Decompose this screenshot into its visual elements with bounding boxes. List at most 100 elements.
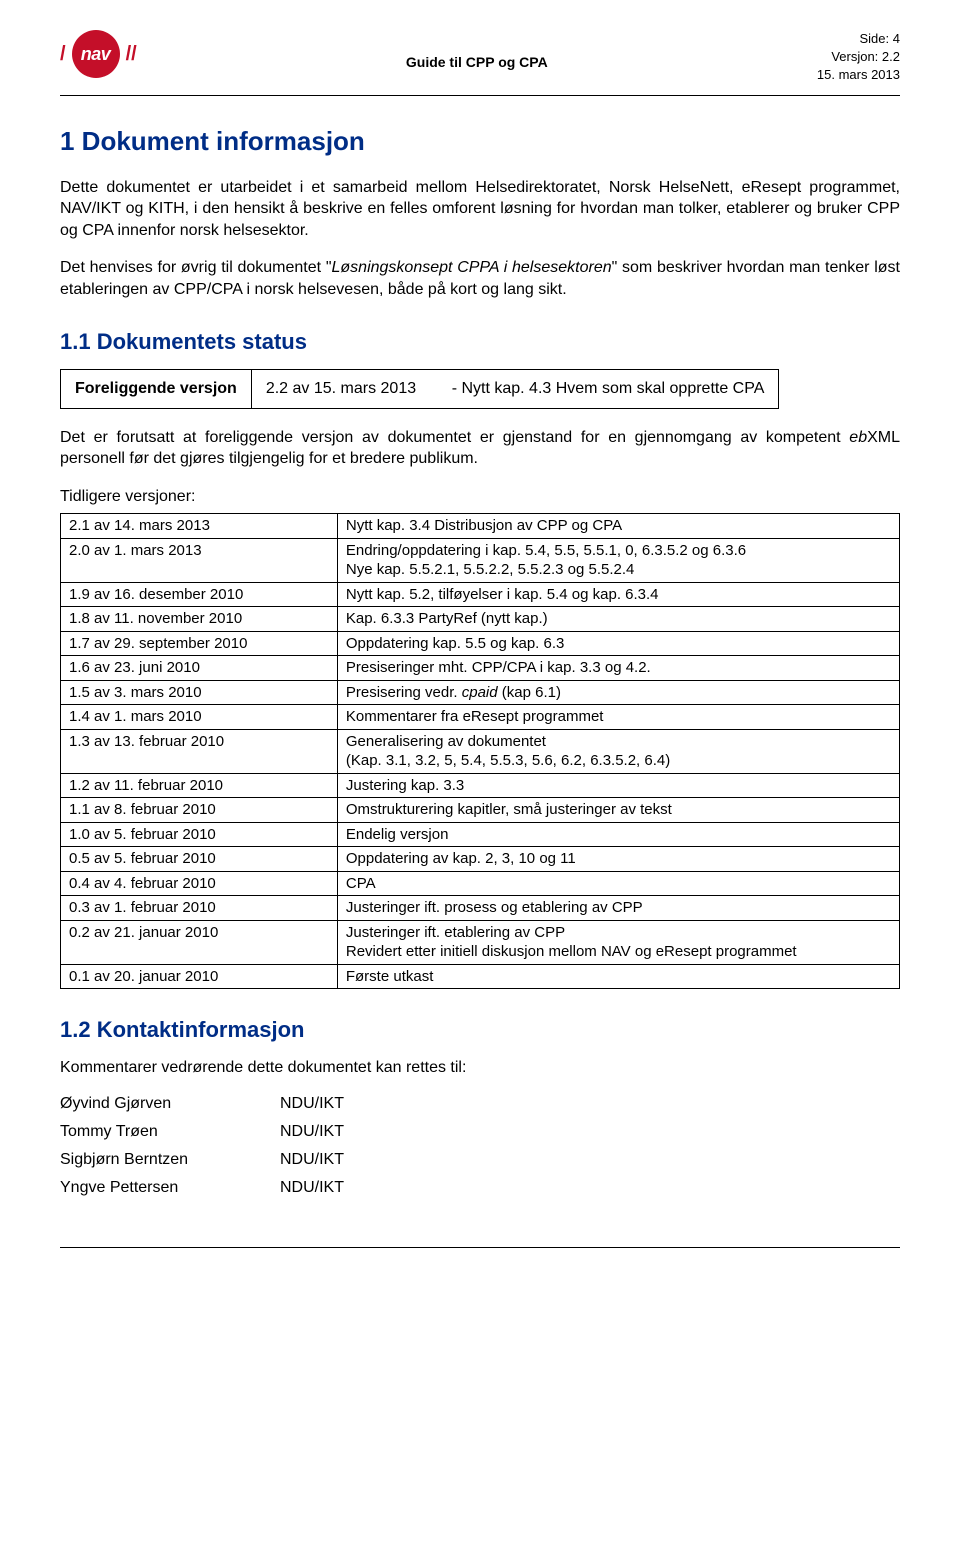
section-1-para-1: Dette dokumentet er utarbeidet i et sama…	[60, 177, 900, 242]
logo-slash-left: /	[60, 43, 66, 66]
contact-row: Sigbjørn BerntzenNDU/IKT	[60, 1151, 900, 1169]
current-version-label: Foreliggende versjon	[61, 369, 252, 408]
table-row: 0.3 av 1. februar 2010Justeringer ift. p…	[61, 896, 900, 921]
version-cell: 1.1 av 8. februar 2010	[61, 798, 338, 823]
description-cell: Oppdatering av kap. 2, 3, 10 og 11	[337, 847, 899, 872]
contact-row: Yngve PettersenNDU/IKT	[60, 1179, 900, 1197]
current-version-note: - Nytt kap. 4.3 Hvem som skal opprette C…	[452, 380, 765, 397]
header-meta: Side: 4 Versjon: 2.2 15. mars 2013	[817, 30, 900, 85]
current-version-value: 2.2 av 15. mars 2013	[266, 380, 416, 397]
header-version-label: Versjon:	[831, 49, 878, 64]
p-italic: eb	[849, 429, 867, 446]
description-cell: CPA	[337, 871, 899, 896]
description-cell: Nytt kap. 3.4 Distribusjon av CPP og CPA	[337, 514, 899, 539]
section-1-1-para: Det er forutsatt at foreliggende versjon…	[60, 427, 900, 470]
para2-prefix: Det henvises for øvrig til dokumentet "	[60, 259, 332, 276]
version-cell: 2.0 av 1. mars 2013	[61, 538, 338, 582]
version-cell: 1.8 av 11. november 2010	[61, 607, 338, 632]
contacts-list: Øyvind GjørvenNDU/IKTTommy TrøenNDU/IKTS…	[60, 1095, 900, 1197]
description-cell: Omstrukturering kapitler, små justeringe…	[337, 798, 899, 823]
description-cell: Nytt kap. 5.2, tilføyelser i kap. 5.4 og…	[337, 582, 899, 607]
table-row: 1.5 av 3. mars 2010Presisering vedr. cpa…	[61, 680, 900, 705]
section-1-1-heading: 1.1 Dokumentets status	[60, 329, 900, 355]
header-side: Side: 4	[817, 30, 900, 48]
contact-org: NDU/IKT	[280, 1095, 344, 1113]
section-1-2-heading: 1.2 Kontaktinformasjon	[60, 1017, 900, 1043]
page-header: / nav // Guide til CPP og CPA Side: 4 Ve…	[60, 30, 900, 85]
description-cell: Justering kap. 3.3	[337, 773, 899, 798]
description-cell: Kommentarer fra eResept programmet	[337, 705, 899, 730]
header-date: 15. mars 2013	[817, 66, 900, 84]
header-side-value: 4	[893, 31, 900, 46]
version-cell: 0.5 av 5. februar 2010	[61, 847, 338, 872]
version-cell: 2.1 av 14. mars 2013	[61, 514, 338, 539]
description-cell: Presiseringer mht. CPP/CPA i kap. 3.3 og…	[337, 656, 899, 681]
header-version-value: 2.2	[882, 49, 900, 64]
table-row: 0.2 av 21. januar 2010Justeringer ift. e…	[61, 920, 900, 964]
version-cell: 1.6 av 23. juni 2010	[61, 656, 338, 681]
table-row: 1.3 av 13. februar 2010Generalisering av…	[61, 729, 900, 773]
contact-name: Yngve Pettersen	[60, 1179, 280, 1197]
version-history-table: 2.1 av 14. mars 2013Nytt kap. 3.4 Distri…	[60, 513, 900, 989]
header-title: Guide til CPP og CPA	[137, 30, 817, 70]
table-row: 0.1 av 20. januar 2010Første utkast	[61, 964, 900, 989]
contact-intro: Kommentarer vedrørende dette dokumentet …	[60, 1057, 900, 1079]
table-row: 1.9 av 16. desember 2010Nytt kap. 5.2, t…	[61, 582, 900, 607]
table-row: 2.0 av 1. mars 2013Endring/oppdatering i…	[61, 538, 900, 582]
contact-org: NDU/IKT	[280, 1123, 344, 1141]
header-version: Versjon: 2.2	[817, 48, 900, 66]
description-cell: Kap. 6.3.3 PartyRef (nytt kap.)	[337, 607, 899, 632]
contact-name: Tommy Trøen	[60, 1123, 280, 1141]
contact-org: NDU/IKT	[280, 1179, 344, 1197]
header-side-label: Side:	[860, 31, 890, 46]
description-cell: Endring/oppdatering i kap. 5.4, 5.5, 5.5…	[337, 538, 899, 582]
table-row: 1.7 av 29. september 2010Oppdatering kap…	[61, 631, 900, 656]
version-cell: 0.4 av 4. februar 2010	[61, 871, 338, 896]
contact-name: Øyvind Gjørven	[60, 1095, 280, 1113]
table-row: 0.4 av 4. februar 2010CPA	[61, 871, 900, 896]
logo-text: nav	[81, 44, 111, 65]
contact-row: Tommy TrøenNDU/IKT	[60, 1123, 900, 1141]
version-cell: 1.4 av 1. mars 2010	[61, 705, 338, 730]
version-cell: 1.2 av 11. februar 2010	[61, 773, 338, 798]
contact-row: Øyvind GjørvenNDU/IKT	[60, 1095, 900, 1113]
description-cell: Første utkast	[337, 964, 899, 989]
header-divider	[60, 95, 900, 96]
logo: / nav //	[60, 30, 137, 78]
table-row: 0.5 av 5. februar 2010Oppdatering av kap…	[61, 847, 900, 872]
prev-versions-label: Tidligere versjoner:	[60, 486, 900, 508]
description-cell: Justeringer ift. etablering av CPPRevide…	[337, 920, 899, 964]
description-cell: Oppdatering kap. 5.5 og kap. 6.3	[337, 631, 899, 656]
table-row: 1.4 av 1. mars 2010Kommentarer fra eRese…	[61, 705, 900, 730]
current-version-table: Foreliggende versjon 2.2 av 15. mars 201…	[60, 369, 779, 409]
section-1-heading: 1 Dokument informasjon	[60, 126, 900, 157]
table-row: 1.8 av 11. november 2010Kap. 6.3.3 Party…	[61, 607, 900, 632]
version-cell: 0.1 av 20. januar 2010	[61, 964, 338, 989]
description-cell: Presisering vedr. cpaid (kap 6.1)	[337, 680, 899, 705]
para2-italic: Løsningskonsept CPPA i helsesektoren	[332, 259, 612, 276]
table-row: Foreliggende versjon 2.2 av 15. mars 201…	[61, 369, 779, 408]
version-cell: 1.9 av 16. desember 2010	[61, 582, 338, 607]
version-cell: 0.3 av 1. februar 2010	[61, 896, 338, 921]
description-cell: Endelig versjon	[337, 822, 899, 847]
table-row: 1.2 av 11. februar 2010Justering kap. 3.…	[61, 773, 900, 798]
table-row: 1.6 av 23. juni 2010Presiseringer mht. C…	[61, 656, 900, 681]
version-cell: 1.3 av 13. februar 2010	[61, 729, 338, 773]
table-row: 1.1 av 8. februar 2010Omstrukturering ka…	[61, 798, 900, 823]
version-cell: 1.0 av 5. februar 2010	[61, 822, 338, 847]
contact-org: NDU/IKT	[280, 1151, 344, 1169]
p-before: Det er forutsatt at foreliggende versjon…	[60, 429, 849, 446]
table-row: 2.1 av 14. mars 2013Nytt kap. 3.4 Distri…	[61, 514, 900, 539]
section-1-para-2: Det henvises for øvrig til dokumentet "L…	[60, 257, 900, 300]
footer-divider	[60, 1247, 900, 1248]
table-row: 1.0 av 5. februar 2010Endelig versjon	[61, 822, 900, 847]
document-page: / nav // Guide til CPP og CPA Side: 4 Ve…	[0, 0, 960, 1288]
version-cell: 1.7 av 29. september 2010	[61, 631, 338, 656]
contact-name: Sigbjørn Berntzen	[60, 1151, 280, 1169]
version-cell: 1.5 av 3. mars 2010	[61, 680, 338, 705]
description-cell: Justeringer ift. prosess og etablering a…	[337, 896, 899, 921]
current-version-cell: 2.2 av 15. mars 2013 - Nytt kap. 4.3 Hve…	[251, 369, 779, 408]
version-cell: 0.2 av 21. januar 2010	[61, 920, 338, 964]
description-cell: Generalisering av dokumentet(Kap. 3.1, 3…	[337, 729, 899, 773]
logo-slash-right: //	[126, 43, 137, 66]
